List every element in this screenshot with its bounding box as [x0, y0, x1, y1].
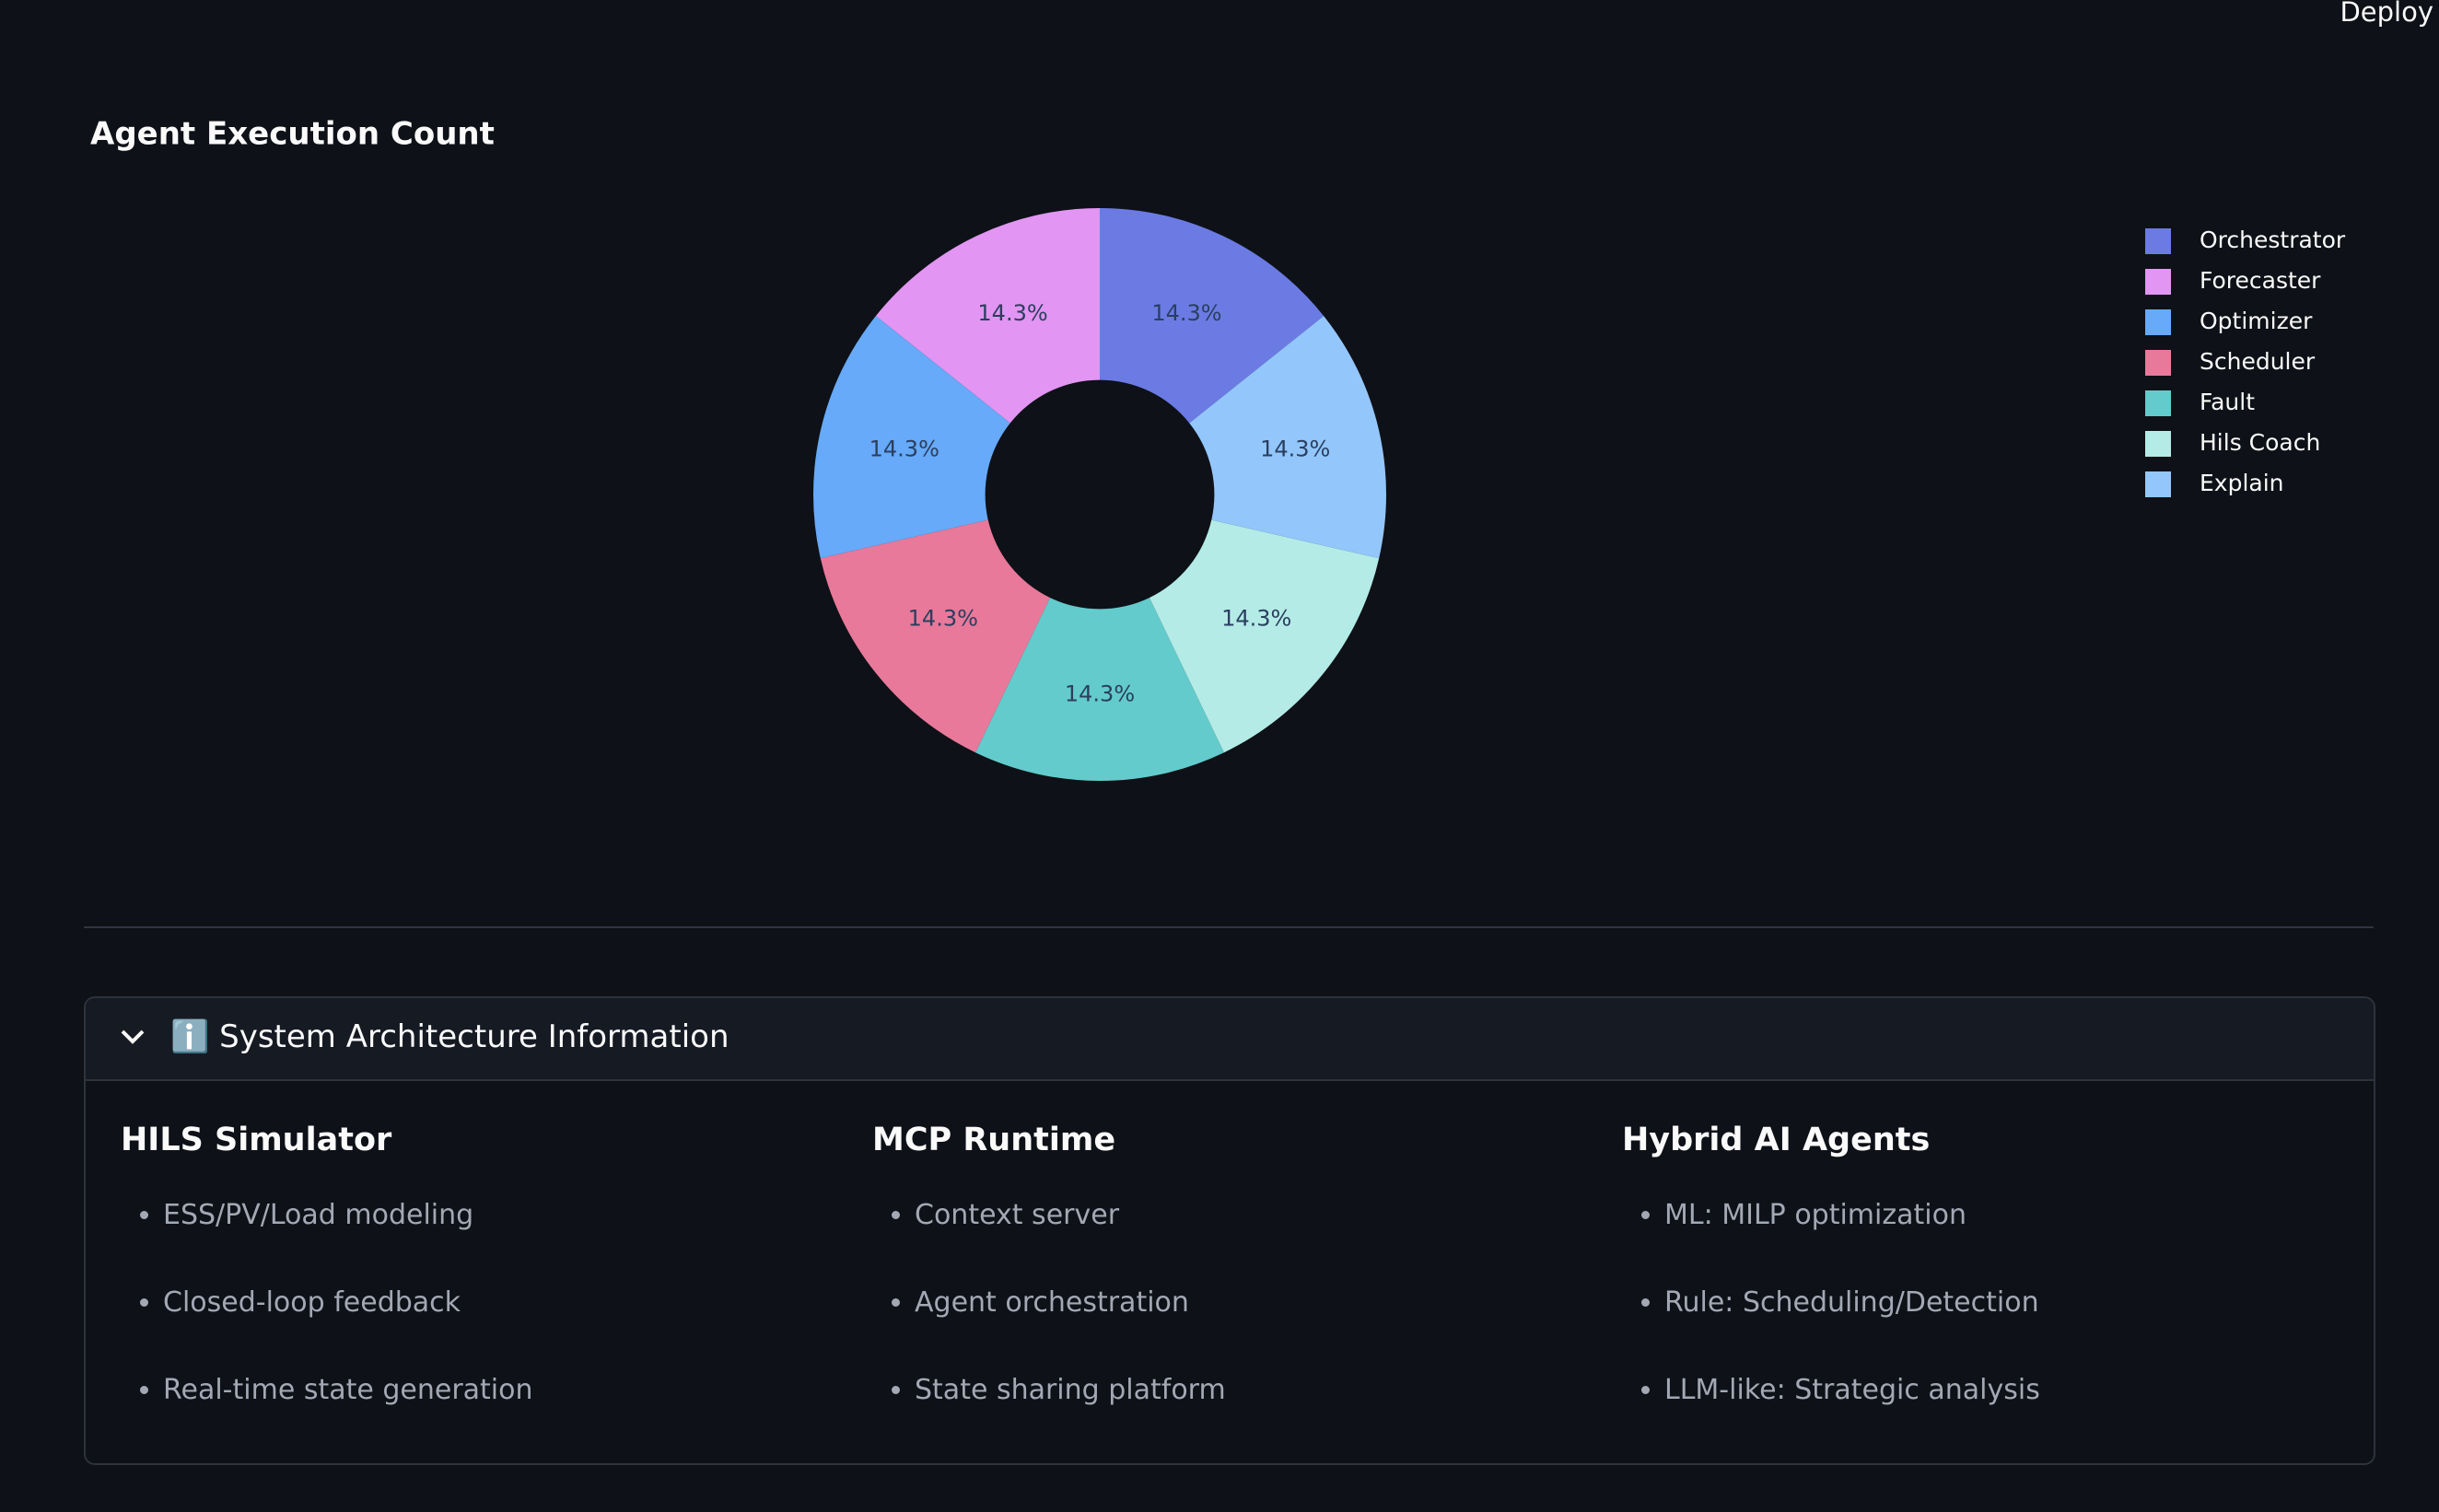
legend-label: Optimizer: [2200, 308, 2313, 334]
chevron-icon: [121, 1029, 145, 1044]
pie-slice: [1189, 316, 1386, 559]
item-list: Context server Agent orchestration State s…: [872, 1193, 1572, 1413]
legend-label: Fault: [2200, 389, 2255, 415]
pie-slice: [812, 316, 1010, 559]
legend-label: Hils Coach: [2200, 429, 2320, 456]
chart: Agent Execution Count 14.3% 14.3% 14.3% 14.…: [90, 116, 2346, 781]
pie-slice: [1100, 208, 1325, 424]
pie-slice: [975, 598, 1224, 781]
info-column: HILS Simulator ESS/PV/Load modeling Closed…: [121, 1116, 821, 1456]
slice-label: 14.3%: [977, 300, 1047, 326]
expander: ℹ️ System Architecture Information HILS …: [84, 996, 2375, 1465]
column-heading: MCP Runtime: [872, 1122, 1116, 1158]
expander-title: ℹ️ System Architecture Information: [170, 1018, 729, 1055]
list-item: Closed-loop feedback: [163, 1281, 821, 1325]
legend-swatch: [2145, 471, 2171, 497]
list-item: LLM-like: Strategic analysis: [1664, 1368, 2322, 1413]
legend-label: Explain: [2200, 470, 2284, 496]
list-item: Context server: [915, 1193, 1572, 1238]
list-item: Agent orchestration: [915, 1281, 1572, 1325]
slice-label: 14.3%: [1221, 606, 1291, 632]
legend-swatch: [2145, 269, 2171, 295]
info-column: MCP Runtime Context server Agent orchestra…: [872, 1116, 1572, 1456]
legend-label: Forecaster: [2200, 267, 2321, 294]
legend-label: Scheduler: [2200, 348, 2316, 375]
list-item: Rule: Scheduling/Detection: [1664, 1281, 2322, 1325]
list-item: ESS/PV/Load modeling: [163, 1193, 821, 1238]
column-heading: Hybrid AI Agents: [1622, 1122, 1931, 1158]
slice-label: 14.3%: [869, 436, 939, 462]
slice-label: 14.3%: [1065, 681, 1135, 707]
chart-title: Agent Execution Count: [90, 116, 495, 153]
legend-swatch: [2145, 390, 2171, 416]
expander-header[interactable]: ℹ️ System Architecture Information: [86, 998, 2374, 1081]
slice-label: 14.3%: [1151, 300, 1221, 326]
list-item: State sharing platform: [915, 1368, 1572, 1413]
legend-label: Orchestrator: [2200, 227, 2346, 253]
column-heading: HILS Simulator: [121, 1122, 392, 1158]
list-item: Real-time state generation: [163, 1368, 821, 1413]
divider: [84, 926, 2374, 928]
item-list: ML: MILP optimization Rule: Scheduling/De…: [1622, 1193, 2322, 1413]
slice-label: 14.3%: [908, 606, 978, 632]
deploy-button[interactable]: Deploy: [2340, 0, 2433, 28]
list-item: ML: MILP optimization: [1664, 1193, 2322, 1238]
pie-slice: [1149, 519, 1380, 753]
slice-label: 14.3%: [1260, 436, 1330, 462]
legend-swatch: [2145, 350, 2171, 376]
info-column: Hybrid AI Agents ML: MILP optimization Rul…: [1622, 1116, 2322, 1456]
legend-swatch: [2145, 309, 2171, 335]
pie-slice: [875, 208, 1100, 424]
pie-slice: [820, 519, 1051, 753]
legend-swatch: [2145, 431, 2171, 457]
item-list: ESS/PV/Load modeling Closed-loop feedback…: [121, 1193, 821, 1413]
legend-swatch: [2145, 228, 2171, 254]
